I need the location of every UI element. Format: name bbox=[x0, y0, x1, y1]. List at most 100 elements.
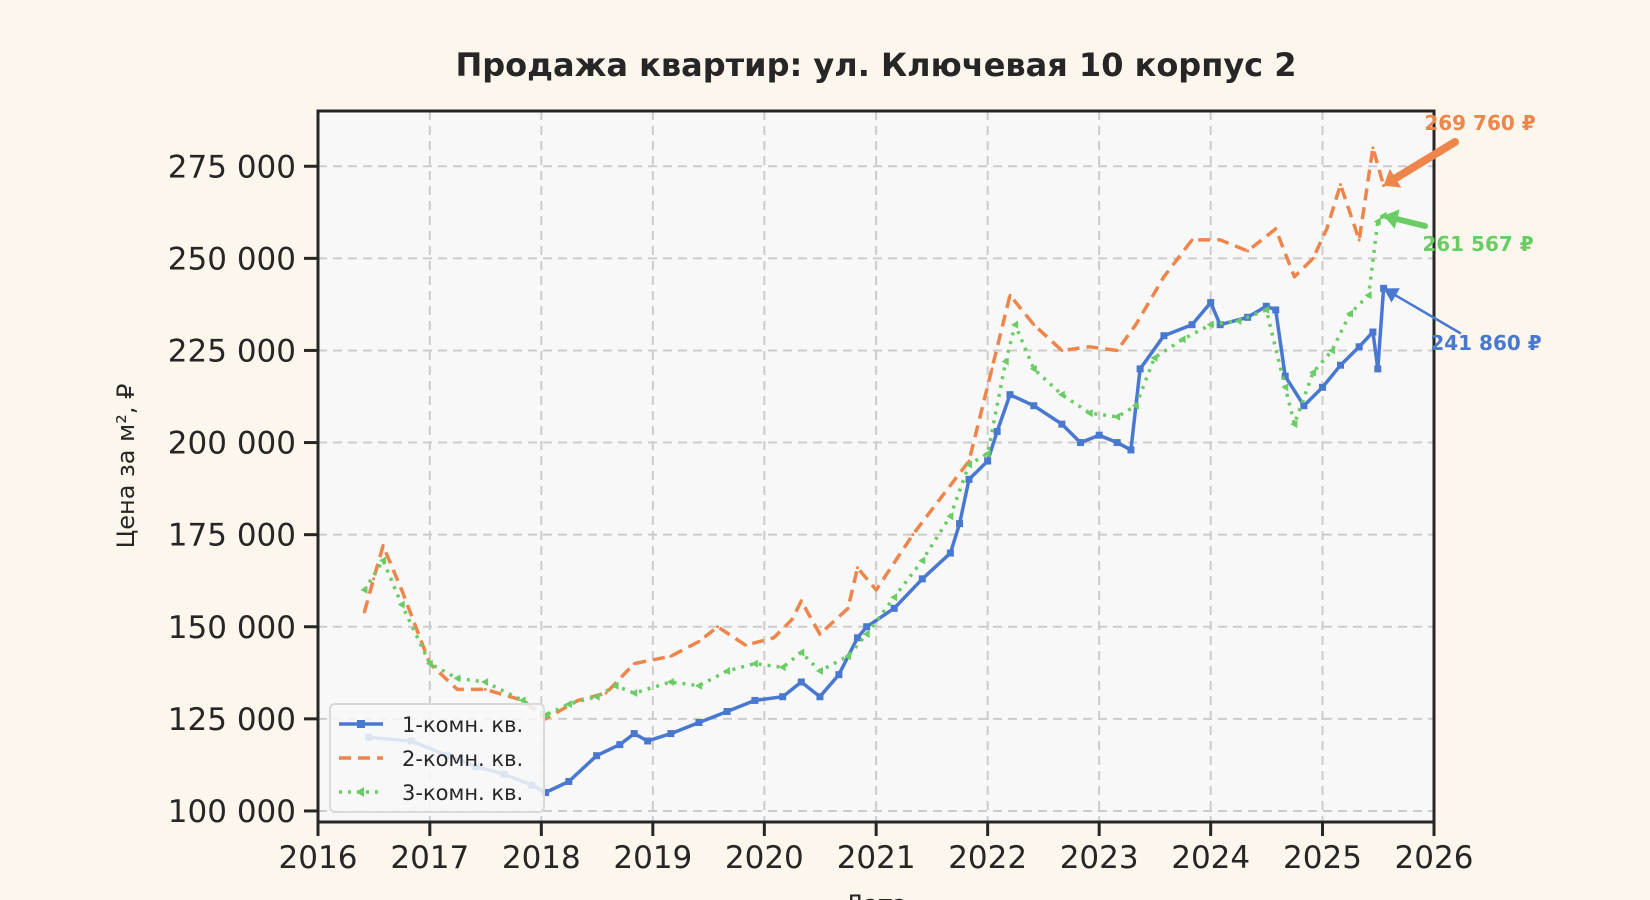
data-point bbox=[846, 606, 850, 610]
data-point bbox=[1234, 316, 1242, 325]
legend: 1-комн. кв. 2-комн. кв. 3-комн. кв. bbox=[329, 703, 545, 813]
data-point bbox=[360, 585, 368, 594]
data-point bbox=[862, 630, 870, 639]
data-point bbox=[1077, 439, 1085, 447]
data-point bbox=[1115, 348, 1119, 352]
data-point bbox=[1345, 309, 1353, 318]
data-point bbox=[1113, 439, 1121, 447]
data-point bbox=[815, 666, 823, 675]
y-tick-label: 125 000 bbox=[168, 702, 296, 738]
annotation-arrowhead bbox=[1383, 288, 1400, 303]
data-point bbox=[797, 678, 805, 686]
y-tick-label: 175 000 bbox=[168, 518, 296, 554]
data-point bbox=[518, 696, 526, 705]
data-point bbox=[856, 566, 860, 570]
y-tick-label: 100 000 bbox=[168, 794, 296, 830]
data-point bbox=[967, 459, 971, 463]
data-point bbox=[723, 666, 731, 675]
series-3-room bbox=[360, 211, 1387, 720]
data-point bbox=[1300, 402, 1308, 410]
data-point bbox=[1113, 412, 1121, 421]
data-point bbox=[863, 623, 871, 631]
data-point bbox=[632, 662, 636, 666]
data-point bbox=[1088, 345, 1092, 349]
x-tick-label: 2023 bbox=[1060, 840, 1139, 876]
data-point bbox=[1008, 293, 1012, 297]
data-point bbox=[751, 696, 759, 704]
data-point bbox=[1188, 321, 1196, 329]
data-point bbox=[844, 652, 852, 661]
data-point bbox=[1058, 420, 1066, 428]
data-point bbox=[1127, 446, 1135, 454]
axis-ticks: 100 000 125 000 150 000 175 000 200 000 225 0… bbox=[168, 149, 1474, 876]
data-point bbox=[1218, 238, 1222, 242]
data-point bbox=[946, 512, 954, 521]
data-point bbox=[965, 460, 973, 469]
data-point bbox=[1355, 343, 1363, 351]
data-point bbox=[644, 737, 652, 745]
data-point bbox=[1379, 211, 1387, 220]
data-point bbox=[799, 599, 803, 603]
annotation-label: 269 760 ₽ bbox=[1424, 111, 1535, 135]
data-point bbox=[481, 678, 489, 687]
data-point bbox=[1060, 348, 1064, 352]
data-point bbox=[1357, 238, 1361, 242]
data-point bbox=[1274, 227, 1278, 231]
data-point bbox=[1029, 364, 1037, 373]
data-point bbox=[362, 610, 366, 614]
data-point bbox=[592, 692, 600, 701]
data-point bbox=[984, 457, 992, 465]
data-point bbox=[1337, 361, 1345, 369]
data-point bbox=[1085, 409, 1093, 418]
annotation-1: 269 760 ₽ bbox=[1383, 111, 1536, 188]
data-point bbox=[744, 643, 748, 647]
data-point bbox=[1190, 238, 1194, 242]
data-point bbox=[1136, 365, 1144, 373]
data-point bbox=[669, 654, 673, 658]
data-point bbox=[666, 678, 674, 687]
data-point bbox=[1178, 335, 1186, 344]
data-point bbox=[1339, 183, 1343, 187]
data-point bbox=[695, 719, 703, 727]
data-point bbox=[1206, 320, 1214, 329]
data-point bbox=[1262, 305, 1270, 314]
annotation-arrow bbox=[1394, 294, 1462, 335]
annotations: 269 760 ₽ 261 567 ₽ 241 860 ₽ bbox=[1383, 111, 1542, 355]
data-point bbox=[716, 625, 720, 629]
x-axis-label: Дата bbox=[845, 890, 907, 900]
x-tick-label: 2024 bbox=[1171, 840, 1250, 876]
x-tick-label: 2020 bbox=[725, 840, 804, 876]
data-point bbox=[772, 636, 776, 640]
data-point bbox=[1030, 402, 1038, 410]
data-point bbox=[874, 588, 878, 592]
data-point bbox=[1272, 306, 1280, 314]
annotation-arrow bbox=[1391, 138, 1459, 183]
data-point bbox=[750, 659, 758, 668]
data-point bbox=[630, 730, 638, 738]
data-point bbox=[1281, 383, 1289, 392]
x-tick-label: 2016 bbox=[279, 840, 358, 876]
data-point bbox=[946, 549, 954, 557]
data-point bbox=[1309, 368, 1317, 377]
annotation-arrowhead bbox=[1383, 209, 1400, 229]
data-point bbox=[564, 700, 572, 709]
data-point bbox=[1364, 291, 1372, 300]
legend-entry-3: 3-комн. кв. bbox=[339, 781, 523, 805]
data-point bbox=[425, 659, 433, 668]
data-point bbox=[1325, 227, 1329, 231]
data-point bbox=[723, 707, 731, 715]
y-tick-label: 225 000 bbox=[168, 333, 296, 369]
y-tick-label: 200 000 bbox=[168, 426, 296, 462]
data-point bbox=[890, 604, 898, 612]
data-point bbox=[939, 496, 943, 500]
data-point bbox=[854, 634, 862, 642]
data-point bbox=[455, 687, 459, 691]
data-point bbox=[1292, 275, 1296, 279]
data-point bbox=[797, 648, 805, 657]
data-point bbox=[1032, 323, 1036, 327]
data-point bbox=[779, 693, 787, 701]
data-point bbox=[1373, 217, 1381, 226]
annotation-3: 241 860 ₽ bbox=[1383, 288, 1542, 355]
x-tick-label: 2019 bbox=[613, 840, 692, 876]
